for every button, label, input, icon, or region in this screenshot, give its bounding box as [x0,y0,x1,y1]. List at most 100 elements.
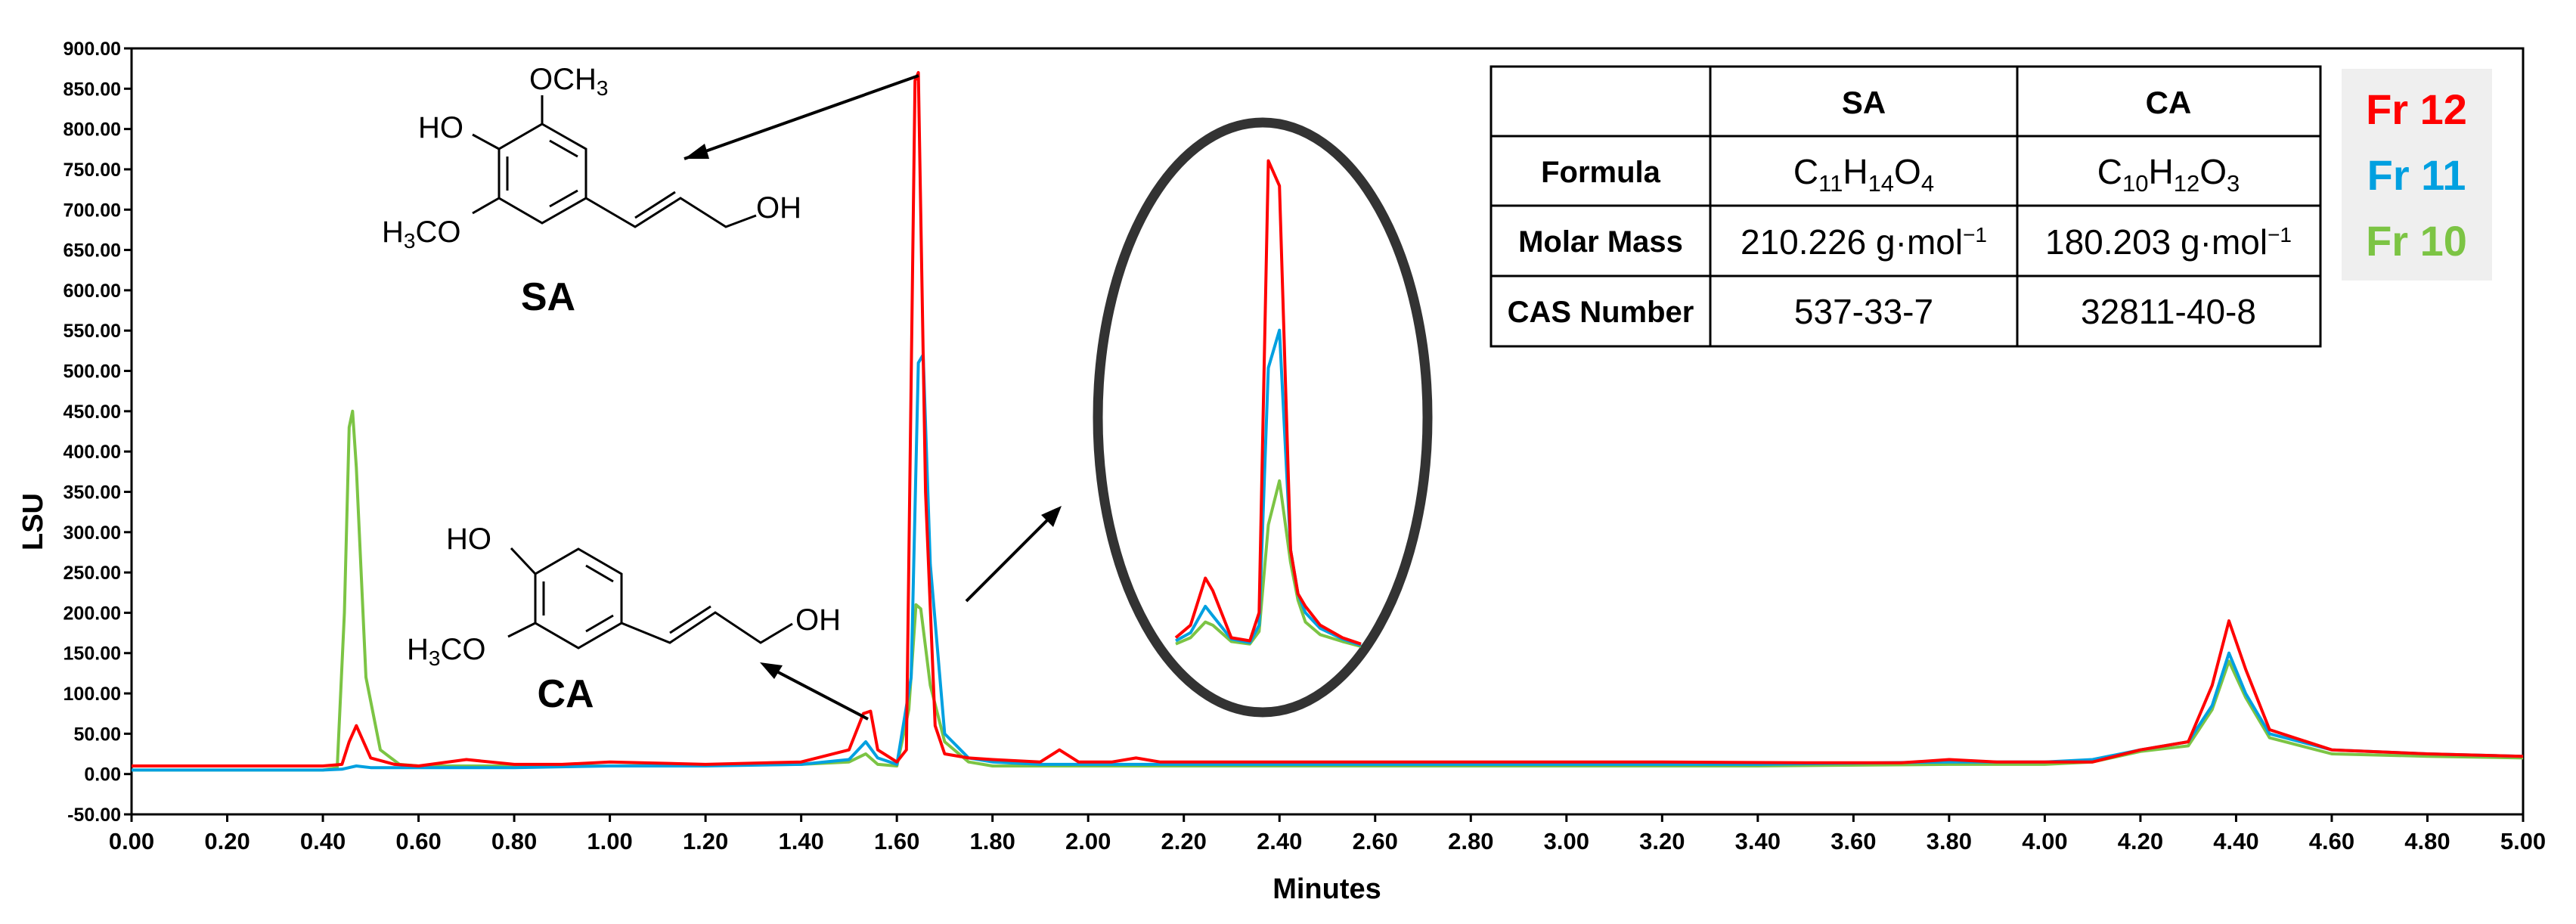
x-axis-ticks: 0.00 0.20 0.40 0.60 0.80 1.00 1.20 1.40 1.60 1.80… [109,814,2546,854]
ca-bond-och3 [507,622,536,638]
x-tick-label: 1.60 [874,828,919,854]
x-tick-label: 2.40 [1257,828,1302,854]
y-tick-label: 700.00 [64,200,121,221]
ca-structure: HO H3CO OH CA [407,522,841,716]
y-tick-label: 600.00 [64,281,121,302]
y-axis-ticks: -50.00 0.00 50.00 100.00 150.00 200.00 250.00 3… [64,39,132,826]
y-tick-label: 200.00 [64,603,121,624]
x-tick-label: 2.20 [1161,828,1207,854]
ca-ring-double-2 [585,614,614,633]
y-tick-label: 250.00 [64,563,121,584]
sa-ring [498,122,587,225]
x-tick-label: 2.00 [1065,828,1111,854]
x-tick-label: 0.00 [109,828,154,854]
ca-oh-label: OH [795,603,841,637]
sa-och3-label: OCH3 [529,63,608,100]
x-tick-label: 3.40 [1735,828,1781,854]
y-tick-label: 650.00 [64,240,121,262]
plot-border [130,47,2525,816]
x-tick-label: 2.60 [1353,828,1398,854]
x-tick-label: 2.80 [1448,828,1493,854]
ca-ho-label: HO [446,522,491,556]
y-tick-label: 0.00 [84,764,121,786]
arrow-to-sa-head [684,144,709,159]
arrow-to-ca [764,664,869,721]
sa-bond-ho [472,133,500,150]
sa-ho-label: HO [418,111,463,144]
series-line-fr-10 [132,409,2524,772]
ca-ring [534,547,623,650]
sa-ring-double-1 [549,139,578,158]
series-layer [132,71,2524,772]
zoom-inset [1093,117,1433,718]
plot-frame [130,47,2525,816]
series-line-fr-12 [132,71,2524,767]
y-axis-title: LSU [17,493,49,550]
y-tick-label: 50.00 [73,724,121,745]
y-tick-label: 850.00 [64,79,121,100]
x-tick-label: 4.80 [2404,828,2450,854]
sa-structure: OCH3 HO H3CO OH SA [382,63,801,319]
y-tick-label: 750.00 [64,160,121,181]
property-table: SA CA Formula Molar Mass CAS Number C11H… [1489,65,2322,348]
arrow-to-sa [684,74,919,160]
legend-item-fr11: Fr 11 [2367,151,2466,199]
ca-side-double [669,605,711,634]
inset-line-fr-11 [1175,328,1362,647]
inset-series-layer [1174,159,1362,648]
x-axis-title: Minutes [1273,873,1381,905]
x-tick-label: 0.80 [491,828,537,854]
ca-formula: C10H12O3 [2097,152,2240,197]
arrow-to-inset-head [1041,506,1062,527]
legend-item-fr12: Fr 12 [2366,85,2467,133]
x-tick-label: 3.00 [1544,828,1589,854]
sa-molar-mass: 210.226 g·mol−1 [1741,222,1987,262]
x-tick-label: 0.20 [204,828,250,854]
x-tick-label: 1.80 [970,828,1015,854]
sa-side-chain [585,197,757,228]
legend-item-fr10: Fr 10 [2366,217,2467,265]
x-tick-label: 1.40 [778,828,823,854]
table-row-cas: CAS Number [1508,296,1694,329]
x-tick-label: 0.60 [395,828,441,854]
ca-molar-mass: 180.203 g·mol−1 [2045,222,2292,262]
ca-label: CA [537,672,594,716]
x-tick-label: 0.40 [300,828,346,854]
table-header-sa: SA [1842,85,1886,120]
arrow-to-ca-head [760,662,783,679]
sa-side-double [634,191,676,219]
x-tick-label: 3.60 [1830,828,1876,854]
ca-h3co-label: H3CO [407,633,485,670]
y-tick-label: 100.00 [64,684,121,705]
x-tick-label: 4.20 [2118,828,2163,854]
sa-bond-och3-lower [472,197,500,215]
legend-background [2342,69,2492,281]
y-tick-label: 300.00 [64,522,121,544]
x-tick-label: 4.40 [2213,828,2258,854]
x-tick-label: 3.20 [1639,828,1685,854]
x-tick-label: 4.00 [2022,828,2067,854]
sa-label: SA [521,275,575,319]
inset-line-fr-10 [1175,479,1362,648]
ca-cas: 32811-40-8 [2081,292,2256,331]
table-header-ca: CA [2146,85,2192,120]
y-tick-label: 550.00 [64,321,121,342]
x-tick-label: 4.60 [2309,828,2354,854]
y-tick-label: 400.00 [64,442,121,463]
y-tick-label: 900.00 [64,39,121,60]
ca-side-chain [621,611,793,644]
sa-formula: C11H14O4 [1793,152,1934,197]
ca-bond-ho [510,547,537,575]
series-line-fr-11 [132,353,2524,772]
sa-ring-double-2 [549,189,578,208]
y-tick-label: 450.00 [64,402,121,423]
table-row-molar-mass: Molar Mass [1518,225,1683,259]
y-tick-label: 800.00 [64,119,121,141]
sa-h3co-label: H3CO [382,215,460,253]
x-tick-label: 1.20 [683,828,728,854]
x-tick-label: 3.80 [1927,828,1972,854]
annotation-arrows [684,74,1062,721]
table-row-formula: Formula [1541,156,1661,189]
arrow-to-inset [965,509,1059,603]
